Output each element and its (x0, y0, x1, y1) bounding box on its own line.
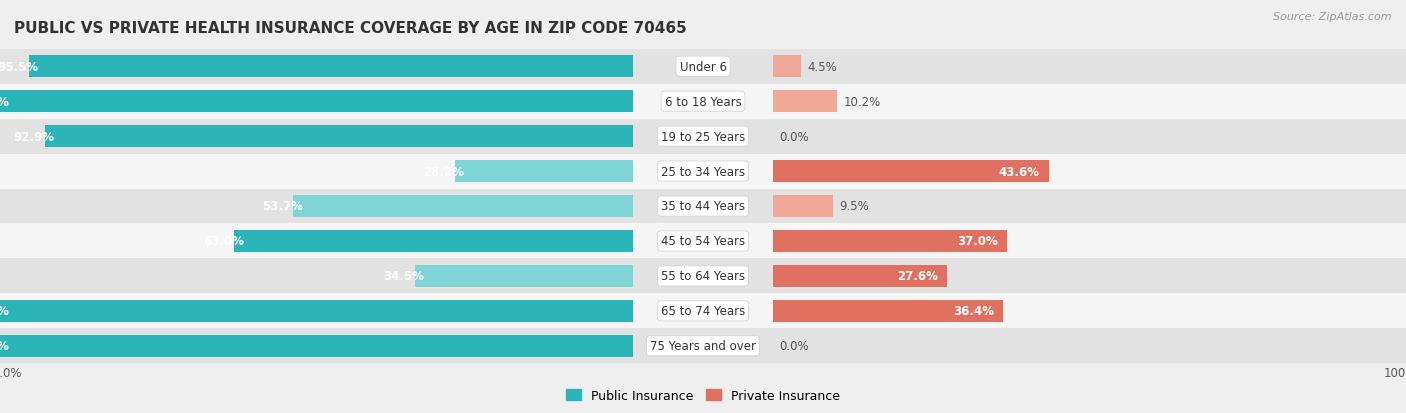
Text: 55 to 64 Years: 55 to 64 Years (661, 270, 745, 283)
Bar (773, 196, 832, 217)
Bar (0, 300, 633, 322)
Text: 75 Years and over: 75 Years and over (650, 339, 756, 352)
Bar (139, 189, 1406, 224)
Text: PUBLIC VS PRIVATE HEALTH INSURANCE COVERAGE BY AGE IN ZIP CODE 70465: PUBLIC VS PRIVATE HEALTH INSURANCE COVER… (14, 21, 686, 36)
Bar (0, 119, 1406, 154)
Bar (0, 154, 1267, 189)
Bar (45, 126, 633, 147)
Bar (28, 56, 633, 78)
Bar (773, 56, 801, 78)
Bar (0, 119, 1267, 154)
Bar (0, 91, 633, 113)
Text: Source: ZipAtlas.com: Source: ZipAtlas.com (1274, 12, 1392, 22)
Text: 92.9%: 92.9% (14, 130, 55, 143)
Text: 53.7%: 53.7% (262, 200, 302, 213)
Bar (0, 259, 1406, 294)
Bar (139, 84, 1406, 119)
Bar (0, 50, 1406, 84)
Bar (139, 50, 1406, 84)
Text: 6 to 18 Years: 6 to 18 Years (665, 95, 741, 108)
Bar (0, 294, 1406, 329)
Text: 34.5%: 34.5% (384, 270, 425, 283)
Text: 65 to 74 Years: 65 to 74 Years (661, 305, 745, 318)
Text: 35 to 44 Years: 35 to 44 Years (661, 200, 745, 213)
Bar (0, 329, 1406, 363)
Text: 0.0%: 0.0% (779, 130, 808, 143)
Bar (139, 154, 1406, 189)
Text: 4.5%: 4.5% (807, 61, 837, 74)
Bar (415, 266, 633, 287)
Bar (0, 189, 1267, 224)
Bar (139, 224, 1406, 259)
Text: 95.5%: 95.5% (0, 61, 38, 74)
Bar (773, 230, 1007, 252)
Bar (0, 84, 1406, 119)
Bar (0, 84, 1267, 119)
Bar (235, 230, 633, 252)
Text: 10.2%: 10.2% (844, 95, 880, 108)
Bar (139, 294, 1406, 329)
Text: 25 to 34 Years: 25 to 34 Years (661, 165, 745, 178)
Bar (0, 294, 1267, 329)
Bar (773, 161, 1049, 183)
Bar (0, 259, 1267, 294)
Bar (0, 224, 1267, 259)
Text: 27.6%: 27.6% (897, 270, 938, 283)
Text: 36.4%: 36.4% (953, 305, 994, 318)
Bar (139, 259, 1406, 294)
Bar (139, 329, 1406, 363)
Bar (139, 119, 1406, 154)
Text: 100.0%: 100.0% (0, 339, 10, 352)
Bar (0, 335, 633, 357)
Text: 45 to 54 Years: 45 to 54 Years (661, 235, 745, 248)
Text: 63.0%: 63.0% (202, 235, 243, 248)
Text: 100.0%: 100.0% (0, 305, 10, 318)
Bar (454, 161, 633, 183)
Bar (0, 50, 1267, 84)
Bar (0, 154, 1406, 189)
Text: 0.0%: 0.0% (779, 339, 808, 352)
Text: 28.2%: 28.2% (423, 165, 464, 178)
Text: 43.6%: 43.6% (998, 165, 1039, 178)
Bar (773, 91, 837, 113)
Bar (773, 300, 1004, 322)
Text: Under 6: Under 6 (679, 61, 727, 74)
Text: 9.5%: 9.5% (839, 200, 869, 213)
Bar (773, 266, 948, 287)
Bar (0, 224, 1406, 259)
Bar (0, 329, 1267, 363)
Legend: Public Insurance, Private Insurance: Public Insurance, Private Insurance (561, 384, 845, 407)
Text: 37.0%: 37.0% (956, 235, 997, 248)
Text: 19 to 25 Years: 19 to 25 Years (661, 130, 745, 143)
Text: 100.0%: 100.0% (0, 95, 10, 108)
Bar (0, 189, 1406, 224)
Bar (294, 196, 633, 217)
